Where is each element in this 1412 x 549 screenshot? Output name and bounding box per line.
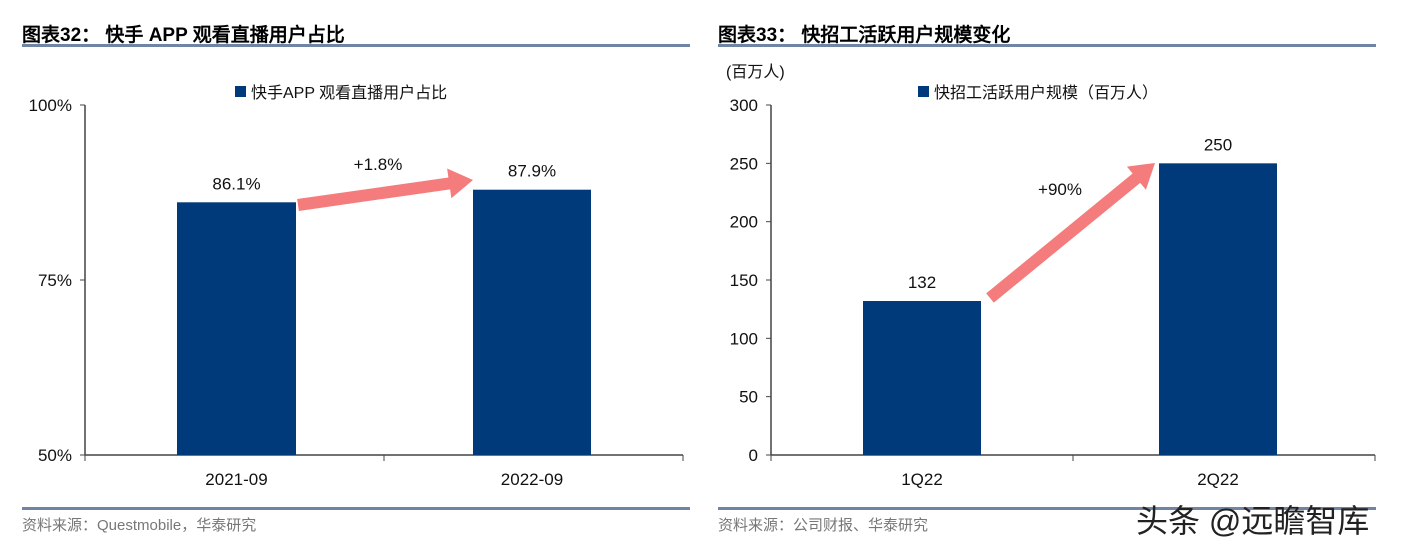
y-tick-label: 150 [730,271,758,290]
value-label: 250 [1204,135,1232,154]
y-tick-label: 100 [730,329,758,348]
growth-annotation: +1.8% [354,155,403,174]
x-tick-label: 2021-09 [205,470,267,489]
chart-title-right: 图表33： 快招工活跃用户规模变化 [718,25,1011,46]
growth-annotation: +90% [1038,180,1082,199]
value-label: 86.1% [212,174,260,193]
bar [1159,163,1277,456]
source-left: 资料来源：Questmobile，华泰研究 [22,517,257,534]
watermark: 头条 @远瞻智库 [1136,503,1370,539]
source-right: 资料来源：公司财报、华泰研究 [718,517,929,534]
growth-arrow [297,168,473,211]
growth-arrow [986,163,1155,303]
y-tick-label: 200 [730,213,758,232]
legend-swatch [235,86,246,97]
x-tick-label: 1Q22 [901,470,943,489]
x-tick-label: 2022-09 [501,470,563,489]
footer-divider-left [22,507,690,510]
legend-label: 快招工活跃用户规模（百万人） [934,84,1158,102]
bar [177,202,296,455]
y-tick-label: 0 [749,446,758,465]
y-tick-label: 75% [38,271,72,290]
title-divider-right [718,44,1376,47]
y-axis-unit: (百万人) [726,63,785,81]
title-divider-left [22,44,690,47]
y-tick-label: 50% [38,446,72,465]
legend-label: 快手APP 观看直播用户占比 [251,84,447,102]
y-tick-label: 50 [739,388,758,407]
value-label: 87.9% [508,162,556,181]
x-tick-label: 2Q22 [1197,470,1239,489]
chart-title-left: 图表32： 快手 APP 观看直播用户占比 [22,25,345,46]
legend-swatch [918,86,929,97]
bar [473,189,591,455]
footer-divider-right [718,507,1376,510]
value-label: 132 [908,273,936,292]
y-tick-label: 300 [730,96,758,115]
y-tick-label: 100% [29,96,72,115]
y-tick-label: 250 [730,154,758,173]
bar [863,301,981,455]
